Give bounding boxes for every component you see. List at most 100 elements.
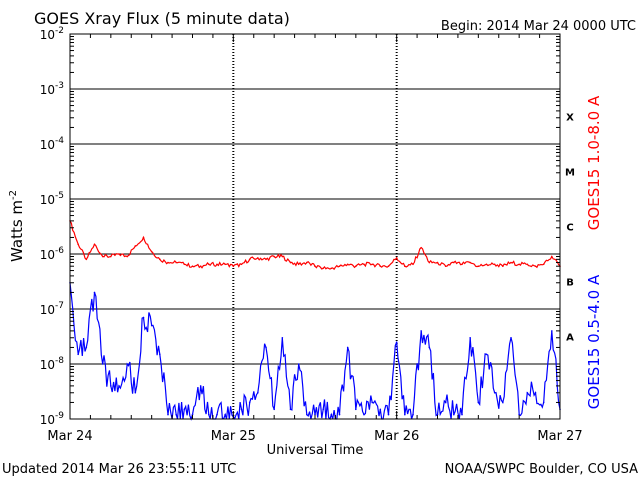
- data-point: [297, 363, 300, 365]
- data-point: [208, 263, 210, 266]
- grid: [70, 34, 560, 419]
- data-point: [216, 263, 218, 266]
- data-point: [534, 391, 537, 394]
- y-tick-label: 10-9: [40, 411, 65, 427]
- data-source: NOAA/SWPC Boulder, CO USA: [445, 462, 638, 477]
- data-point: [224, 413, 226, 416]
- data-point: [273, 408, 275, 411]
- data-point: [379, 265, 382, 268]
- data-point: [110, 385, 112, 387]
- data-point: [420, 246, 422, 249]
- y-tick-label: 10-2: [40, 26, 64, 42]
- data-point: [265, 346, 267, 349]
- data-point: [551, 255, 553, 258]
- data-point: [199, 385, 202, 387]
- data-point: [387, 413, 390, 416]
- data-point: [330, 413, 333, 416]
- data-point: [150, 324, 153, 327]
- data-point: [167, 261, 169, 264]
- data-point: [363, 413, 365, 416]
- data-point: [273, 255, 275, 258]
- data-point: [338, 265, 341, 268]
- data-point: [526, 263, 529, 266]
- data-point: [493, 391, 496, 394]
- data-point: [436, 261, 439, 264]
- data-point: [85, 258, 88, 261]
- data-point: [93, 243, 96, 246]
- data-point: [338, 413, 341, 416]
- data-point: [289, 408, 292, 411]
- data-point: [371, 263, 373, 266]
- x-tick-label: Mar 24: [47, 429, 92, 444]
- data-point: [142, 316, 145, 319]
- data-point: [248, 401, 251, 404]
- data-point: [77, 243, 79, 246]
- data-point: [485, 353, 488, 356]
- data-point: [118, 253, 120, 255]
- y-axis-label-exponent: -2: [8, 190, 19, 200]
- y-tick-label: 10-6: [40, 246, 65, 262]
- data-point: [355, 265, 357, 268]
- data-point: [314, 265, 316, 268]
- data-point: [444, 401, 447, 404]
- data-point: [306, 413, 308, 416]
- data-point: [150, 250, 153, 253]
- data-point: [216, 413, 218, 416]
- data-point: [534, 265, 537, 268]
- data-point: [281, 255, 284, 258]
- data-point: [493, 263, 496, 266]
- updated-timestamp: Updated 2014 Mar 26 23:55:11 UTC: [2, 462, 236, 477]
- data-point: [159, 258, 161, 261]
- data-point: [110, 255, 112, 258]
- x-axis-label: Universal Time: [267, 443, 364, 458]
- data-point: [126, 363, 128, 365]
- data-point: [404, 413, 406, 416]
- chart-title: GOES Xray Flux (5 minute data): [34, 9, 290, 28]
- flare-class-labels: X M C B A: [565, 113, 575, 344]
- data-point: [346, 263, 349, 266]
- data-point: [85, 346, 88, 349]
- data-point: [248, 258, 251, 261]
- data-point: [387, 265, 390, 268]
- data-point: [167, 413, 169, 416]
- data-point: [93, 291, 96, 294]
- data-point: [510, 261, 512, 264]
- data-point: [322, 408, 324, 411]
- data-point: [395, 257, 398, 259]
- data-point: [485, 263, 488, 266]
- data-point: [363, 263, 365, 266]
- data-point: [257, 391, 259, 394]
- data-point: [126, 255, 128, 258]
- data-point: [395, 341, 398, 343]
- y-axis: 10-9 10-8 10-7 10-6 10-5 10-4 10-3 10-2: [40, 26, 560, 427]
- data-point: [477, 401, 480, 404]
- data-point: [551, 330, 553, 332]
- data-point: [142, 236, 145, 239]
- data-point: [542, 401, 545, 404]
- data-point: [118, 385, 120, 387]
- y-tick-label: 10-5: [40, 191, 64, 207]
- data-point: [175, 261, 177, 264]
- data-point: [289, 261, 292, 264]
- x-axis: Mar 24 Mar 25 Mar 26 Mar 27: [47, 34, 583, 444]
- data-point: [453, 261, 455, 264]
- x-tick-label: Mar 26: [374, 429, 419, 444]
- data-point: [526, 391, 529, 394]
- y-tick-label: 10-7: [40, 301, 64, 317]
- y-tick-label: 10-3: [40, 81, 64, 97]
- y-axis-label: Watts m-2: [8, 190, 26, 262]
- data-point: [183, 408, 186, 411]
- data-point: [297, 263, 300, 266]
- data-point: [502, 401, 504, 404]
- data-point: [175, 413, 177, 416]
- data-point: [346, 346, 349, 349]
- data-point: [183, 263, 186, 266]
- series-line-1: [69, 282, 561, 421]
- flare-class-label: B: [566, 278, 574, 289]
- data-point: [412, 413, 414, 416]
- data-point: [134, 391, 137, 394]
- flare-class-label: M: [565, 168, 575, 179]
- series-lines: [69, 220, 561, 421]
- data-point: [412, 263, 414, 266]
